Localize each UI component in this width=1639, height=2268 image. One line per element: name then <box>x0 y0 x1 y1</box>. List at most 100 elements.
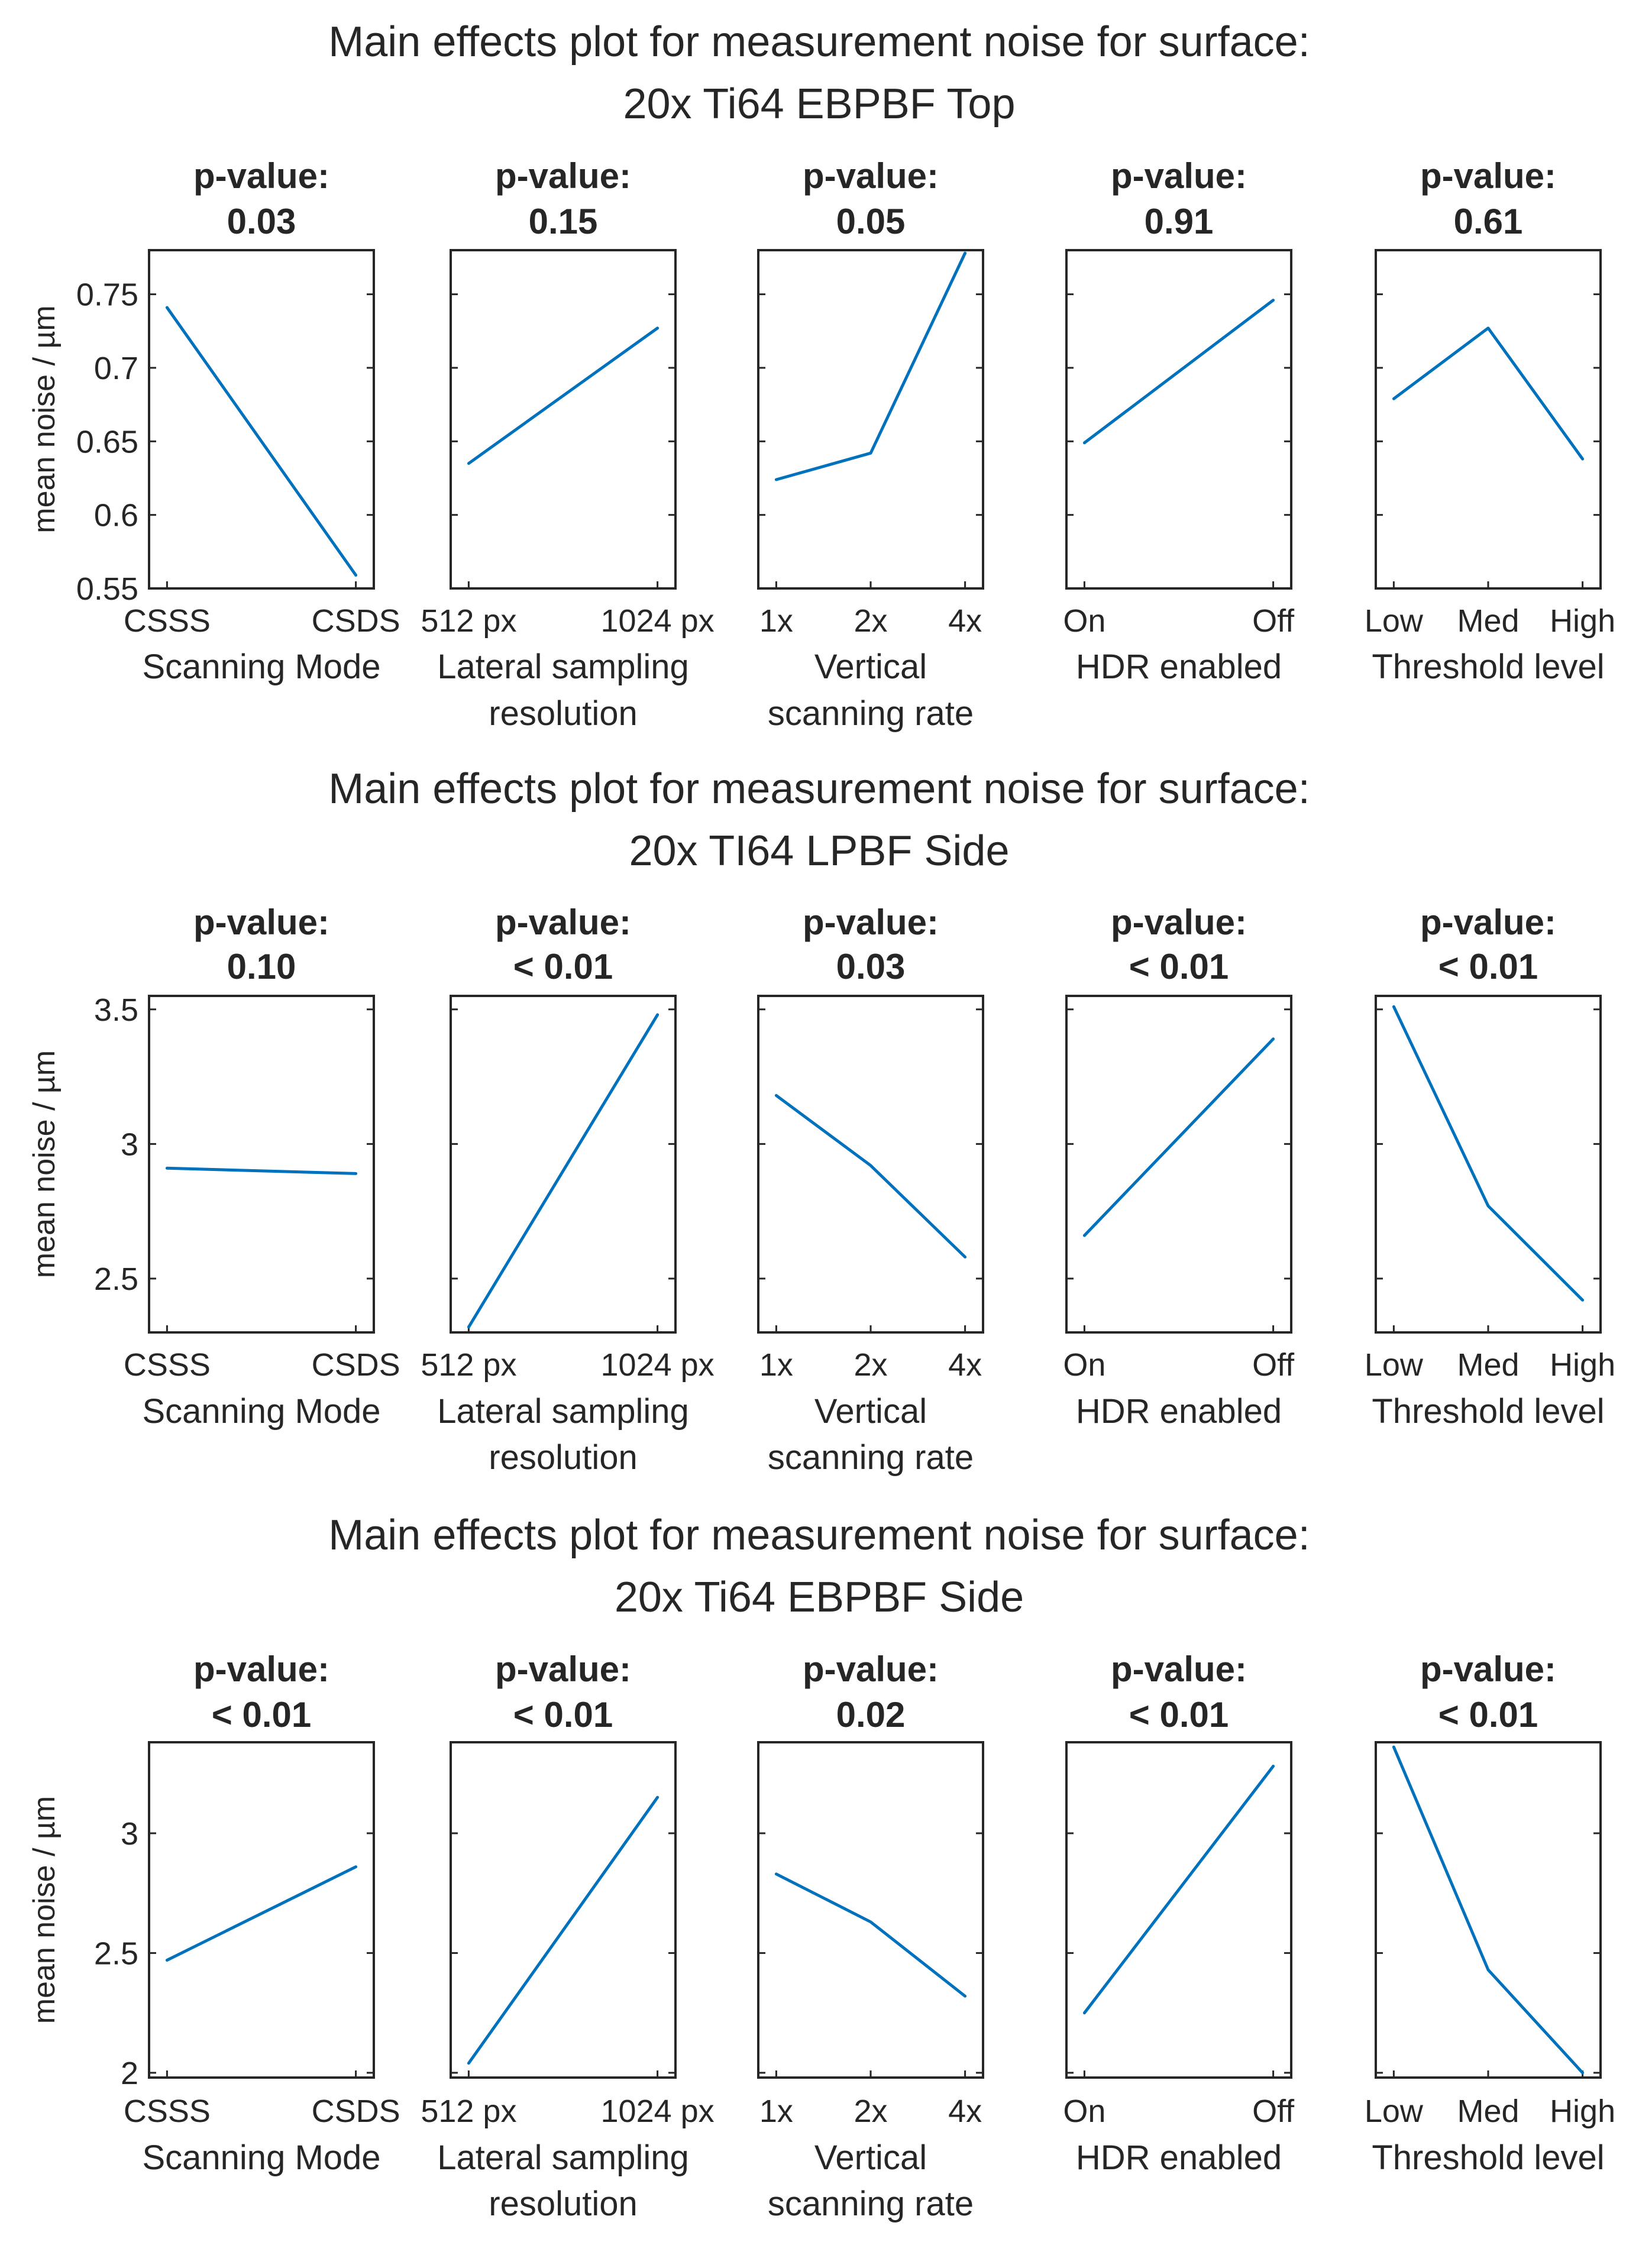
chart-row-3: Main effects plot for measurement noise … <box>27 1512 1615 2223</box>
x-tick-label: Med <box>1457 2094 1519 2129</box>
x-tick-label: Low <box>1365 2094 1424 2129</box>
x-axis-label: HDR enabled <box>1076 1392 1282 1431</box>
x-tick-label: CSDS <box>312 1347 400 1383</box>
x-tick-label: Low <box>1365 1347 1424 1383</box>
x-tick-label: 512 px <box>421 603 516 639</box>
p-value-number: 0.05 <box>836 202 906 241</box>
x-tick-label: High <box>1550 603 1615 639</box>
p-value-number: 0.03 <box>836 947 906 986</box>
x-axis-label: Threshold level <box>1372 648 1604 686</box>
x-axis-label: scanning rate <box>768 694 974 733</box>
x-axis-label: resolution <box>489 2185 637 2223</box>
panel-1: p-value: 0.03 0.55 0.6 0.65 0.7 0.75 CSSS CSDS Sc… <box>76 156 400 686</box>
x-axis-label: Lateral sampling <box>437 1392 689 1431</box>
panel-2: p-value: 0.15 512 px 1024 px Lateral samplin… <box>421 156 714 733</box>
y-tick-label: 3 <box>121 1816 138 1852</box>
p-value-label: p-value: <box>1111 1649 1247 1689</box>
x-tick-label: 4x <box>948 1347 982 1383</box>
x-tick-label: CSDS <box>312 603 400 639</box>
p-value-label: p-value: <box>495 156 631 196</box>
x-tick-label: Off <box>1252 2094 1295 2129</box>
panel-3: p-value: 0.02 1x 2x 4x Vertical scanning rate <box>757 1649 984 2223</box>
y-axis-label: mean noise / µm <box>27 1796 62 2024</box>
x-tick-label: CSSS <box>124 1347 211 1383</box>
x-tick-label: Low <box>1365 603 1424 639</box>
axes-frame <box>1375 1741 1602 2079</box>
x-axis-label: HDR enabled <box>1076 2138 1282 2177</box>
y-tick-label: 3.5 <box>94 992 138 1028</box>
x-axis-label: Threshold level <box>1372 1392 1604 1431</box>
p-value-number: < 0.01 <box>1129 947 1229 986</box>
y-axis-label: mean noise / µm <box>27 1050 62 1278</box>
y-tick-label: 0.65 <box>76 424 138 460</box>
p-value-label: p-value: <box>1420 902 1556 942</box>
mean-effect-line <box>774 1093 967 1258</box>
mean-effect-line <box>467 1013 660 1329</box>
panel-5: p-value: 0.61 Low Med High Threshold level <box>1365 156 1615 686</box>
axes-frame <box>757 1741 984 2079</box>
mean-effect-line <box>467 1795 660 2065</box>
p-value-number: < 0.01 <box>513 947 613 986</box>
chart-title-line-1: Main effects plot for measurement noise … <box>328 765 1310 813</box>
chart-title-line-2: 20x TI64 LPBF Side <box>629 827 1009 875</box>
axes-frame <box>1065 249 1292 590</box>
chart-row-2: Main effects plot for measurement noise … <box>27 765 1615 1477</box>
x-tick-label: 512 px <box>421 1347 516 1383</box>
x-tick-label: High <box>1550 2094 1615 2129</box>
x-tick-label: On <box>1063 1347 1105 1383</box>
axes-frame <box>450 995 677 1334</box>
x-axis-label: HDR enabled <box>1076 648 1282 686</box>
x-tick-label: Off <box>1252 1347 1295 1383</box>
chart-title-line-1: Main effects plot for measurement noise … <box>328 18 1310 66</box>
p-value-label: p-value: <box>495 1649 631 1689</box>
y-tick-label: 2.5 <box>94 1936 138 1971</box>
x-axis-label: Vertical <box>814 2138 927 2177</box>
x-tick-label: 1x <box>759 603 793 639</box>
axes-frame <box>757 249 984 590</box>
mean-effect-line <box>165 1865 358 1962</box>
p-value-number: 0.91 <box>1145 202 1214 241</box>
x-tick-label: 1024 px <box>601 2094 715 2129</box>
panel-1: p-value: < 0.01 2 2.5 3 CSSS CSDS Scanning Mode <box>94 1649 400 2177</box>
x-tick-label: 1x <box>759 2094 793 2129</box>
p-value-number: < 0.01 <box>1438 1695 1538 1735</box>
x-tick-label: 4x <box>948 603 982 639</box>
x-tick-label: Med <box>1457 1347 1519 1383</box>
x-axis-label: scanning rate <box>768 1438 974 1477</box>
p-value-label: p-value: <box>803 1649 939 1689</box>
x-tick-label: 1024 px <box>601 603 715 639</box>
mean-effect-line <box>467 326 660 465</box>
panel-5: p-value: < 0.01 Low Med High Threshold level <box>1365 902 1615 1431</box>
p-value-label: p-value: <box>193 902 329 942</box>
x-tick-label: Med <box>1457 603 1519 639</box>
panel-1: p-value: 0.10 2.5 3 3.5 CSSS CSDS Scanning Mode <box>94 902 400 1431</box>
mean-effect-line <box>1392 326 1585 461</box>
x-tick-label: 1x <box>759 1347 793 1383</box>
x-axis-label: Lateral sampling <box>437 2138 689 2177</box>
mean-effect-line <box>165 306 358 577</box>
p-value-label: p-value: <box>495 902 631 942</box>
p-value-label: p-value: <box>803 902 939 942</box>
x-tick-label: 2x <box>854 1347 887 1383</box>
y-axis-label: mean noise / µm <box>27 305 62 533</box>
axes-frame <box>148 995 375 1334</box>
p-value-number: < 0.01 <box>513 1695 613 1735</box>
p-value-label: p-value: <box>1111 156 1247 196</box>
p-value-label: p-value: <box>1420 156 1556 196</box>
x-tick-label: 2x <box>854 603 887 639</box>
chart-title-line-2: 20x Ti64 EBPBF Side <box>615 1574 1024 1621</box>
x-axis-label: Scanning Mode <box>142 1392 380 1431</box>
mean-effect-line <box>774 251 967 481</box>
axes-frame <box>148 249 375 590</box>
x-axis-label: Lateral sampling <box>437 648 689 686</box>
x-axis-label: Scanning Mode <box>142 648 380 686</box>
panel-2: p-value: < 0.01 512 px 1024 px Lateral sampl… <box>421 902 714 1477</box>
axes-frame <box>148 1741 375 2079</box>
p-value-number: 0.15 <box>529 202 598 241</box>
p-value-number: < 0.01 <box>212 1695 312 1735</box>
axes-frame <box>1065 995 1292 1334</box>
x-axis-label: Scanning Mode <box>142 2138 380 2177</box>
axes-frame <box>450 249 677 590</box>
x-tick-label: CSDS <box>312 2094 400 2129</box>
